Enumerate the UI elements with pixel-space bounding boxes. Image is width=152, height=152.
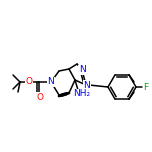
Text: O: O — [36, 93, 43, 102]
Text: N: N — [79, 66, 85, 74]
Text: F: F — [143, 83, 149, 92]
Text: NH₂: NH₂ — [73, 90, 91, 98]
Text: O: O — [26, 78, 33, 86]
Text: N: N — [48, 78, 54, 86]
Text: N: N — [84, 81, 90, 90]
